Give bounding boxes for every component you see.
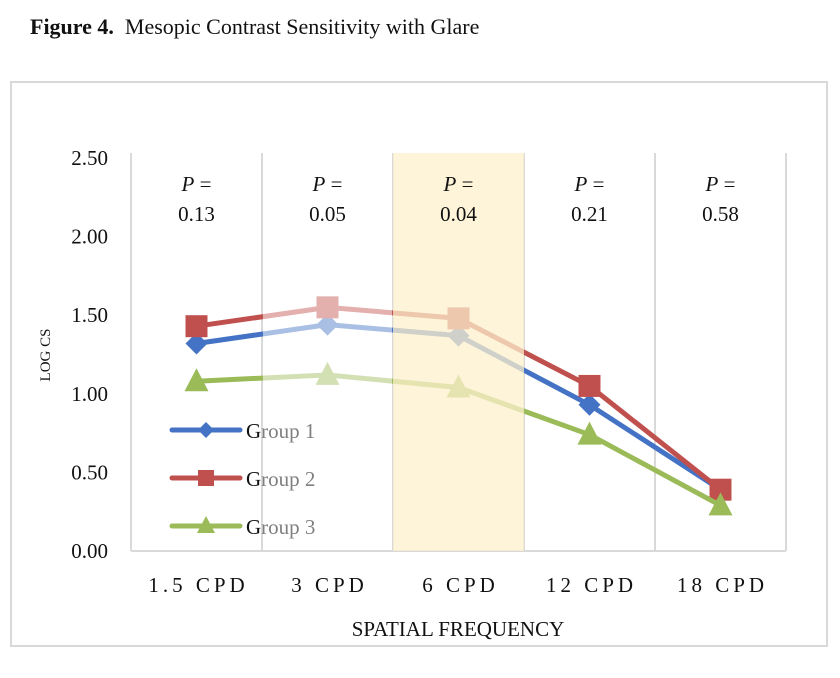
diamond-marker [578,393,601,416]
legend: Group 1 Group 2 Group 3 [169,419,315,539]
x-axis-title: SPATIAL FREQUENCY [352,617,565,641]
square-marker [185,315,208,338]
diamond-marker [185,332,208,355]
legend-item: Group 2 [169,467,315,491]
figure-caption-text: Mesopic Contrast Sensitivity with Glare [124,14,480,39]
triangle-marker [708,492,733,516]
y-tick-label: 0.50 [71,460,108,484]
triangle-marker [577,421,602,445]
x-tick-label: 6 CPD [422,573,499,597]
diamond-marker [198,422,214,438]
y-tick-label: 1.50 [71,303,108,327]
p-value: 0.05 [309,202,346,226]
y-tick-label: 0.00 [71,539,108,563]
y-tick-label: 1.00 [71,382,108,406]
category-overlays [263,153,524,551]
legend-item: Group 1 [169,419,315,443]
p-value-annotations: P = 0.13 P = 0.05 P = 0.04 P = 0.21 P = 0.58 [178,172,739,226]
y-tick-label: 2.50 [71,146,108,170]
p-value-label: P = [443,172,474,196]
triangle-marker [184,368,209,392]
x-tick-label: 3 CPD [291,573,368,597]
figure-caption: Figure 4. Mesopic Contrast Sensitivity w… [30,14,479,40]
faded-category-overlay [263,153,392,550]
p-value-label: P = [574,172,605,196]
figure-label: Figure 4. [30,14,114,39]
x-tick-label: 12 CPD [546,573,637,597]
legend-item: Group 3 [169,515,315,539]
legend-label: Group 3 [246,515,315,539]
p-value-label: P = [312,172,343,196]
x-tick-label: 1.5 CPD [148,573,248,597]
p-value: 0.58 [702,202,739,226]
y-axis-title: LOG CS [38,329,54,382]
highlighted-category-band [393,153,524,551]
x-tick-label: 18 CPD [677,573,768,597]
p-value-label: P = [705,172,736,196]
square-marker [709,478,732,501]
square-marker [198,470,214,486]
triangle-marker [197,516,215,533]
y-tick-label: 2.00 [71,225,108,249]
y-axis-ticks: 0.00 0.50 1.00 1.50 2.00 2.50 [71,146,108,563]
x-axis-ticks: 1.5 CPD 3 CPD 6 CPD 12 CPD 18 CPD [148,573,768,597]
p-value: 0.04 [440,202,477,226]
p-value-label: P = [181,172,212,196]
square-marker [578,374,601,397]
legend-label: Group 1 [246,419,315,443]
p-value: 0.13 [178,202,215,226]
p-value: 0.21 [571,202,608,226]
legend-label: Group 2 [246,467,315,491]
